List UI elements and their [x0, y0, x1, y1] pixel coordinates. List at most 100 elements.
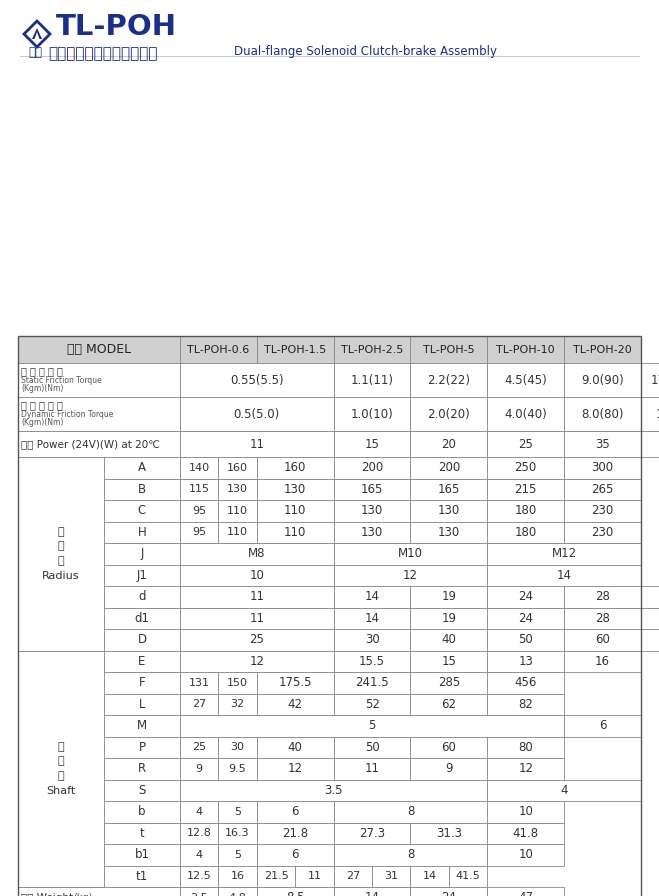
Bar: [257, 694, 333, 715]
Bar: [180, 801, 218, 823]
Bar: [104, 521, 180, 543]
Bar: [333, 363, 411, 397]
Bar: [257, 866, 295, 887]
Bar: [487, 758, 564, 780]
Text: 8: 8: [407, 806, 414, 818]
Text: 80: 80: [519, 741, 533, 754]
Bar: [411, 397, 487, 431]
Bar: [487, 431, 564, 457]
Text: 15.5: 15.5: [359, 655, 385, 668]
Text: 4.0(40): 4.0(40): [504, 408, 547, 420]
Text: 32: 32: [231, 699, 244, 710]
Text: 13: 13: [519, 655, 533, 668]
Text: 2.2(22): 2.2(22): [428, 374, 471, 386]
Bar: [411, 694, 487, 715]
Text: 130: 130: [284, 483, 306, 495]
Bar: [218, 500, 257, 521]
Bar: [180, 431, 333, 457]
Text: t1: t1: [136, 870, 148, 883]
Bar: [487, 672, 564, 694]
Bar: [180, 672, 218, 694]
Text: 30: 30: [364, 633, 380, 646]
Text: 11: 11: [308, 871, 322, 882]
Text: 12.8: 12.8: [186, 828, 212, 839]
Text: 230: 230: [592, 504, 614, 517]
Bar: [564, 397, 641, 431]
Text: 40: 40: [442, 633, 456, 646]
Text: 25: 25: [249, 633, 264, 646]
Bar: [104, 650, 180, 672]
Bar: [564, 478, 641, 500]
Bar: [564, 715, 641, 737]
Text: TL-POH: TL-POH: [56, 13, 177, 41]
Bar: [487, 607, 564, 629]
Bar: [180, 500, 218, 521]
Bar: [333, 758, 411, 780]
Bar: [411, 457, 487, 478]
Bar: [487, 801, 564, 823]
Text: 4: 4: [560, 784, 568, 797]
Bar: [372, 866, 411, 887]
Polygon shape: [32, 28, 42, 39]
Text: 41.8: 41.8: [513, 827, 539, 840]
Text: 28: 28: [595, 612, 610, 625]
Text: 47: 47: [518, 892, 533, 896]
Text: R: R: [138, 762, 146, 775]
Bar: [564, 629, 641, 650]
Text: 11: 11: [249, 612, 264, 625]
Text: 200: 200: [438, 461, 460, 474]
Bar: [487, 737, 564, 758]
Text: 9.0(90): 9.0(90): [581, 374, 624, 386]
Bar: [180, 715, 564, 737]
Text: 241.5: 241.5: [355, 676, 389, 689]
Text: 285: 285: [438, 676, 460, 689]
Text: 8.5: 8.5: [286, 892, 304, 896]
Bar: [411, 478, 487, 500]
Bar: [180, 823, 218, 844]
Text: 1.0(10): 1.0(10): [351, 408, 393, 420]
Bar: [487, 844, 564, 866]
Text: 31.3: 31.3: [436, 827, 462, 840]
Bar: [257, 500, 333, 521]
Text: 82: 82: [519, 698, 533, 711]
Text: (Kgm)(Nm): (Kgm)(Nm): [21, 384, 63, 393]
Text: 27: 27: [346, 871, 360, 882]
Bar: [180, 478, 218, 500]
Bar: [104, 543, 180, 564]
Text: 20: 20: [442, 437, 456, 451]
Bar: [104, 844, 180, 866]
Text: D: D: [138, 633, 146, 646]
Text: 14: 14: [557, 569, 571, 582]
Text: 0.55(5.5): 0.55(5.5): [230, 374, 283, 386]
Text: 110: 110: [227, 505, 248, 516]
Text: 95: 95: [192, 527, 206, 538]
Text: 型號 MODEL: 型號 MODEL: [67, 343, 131, 356]
Bar: [257, 823, 333, 844]
Bar: [18, 431, 180, 457]
Text: 9.5: 9.5: [229, 763, 246, 774]
Text: 4.5(45): 4.5(45): [504, 374, 547, 386]
Bar: [104, 478, 180, 500]
Text: 動 摩 擦 轉 矩: 動 摩 擦 轉 矩: [21, 400, 63, 410]
Bar: [333, 457, 411, 478]
Text: 靜 摩 擦 轉 矩: 靜 摩 擦 轉 矩: [21, 366, 63, 376]
Bar: [487, 543, 641, 564]
Bar: [180, 737, 218, 758]
Bar: [180, 887, 218, 896]
Bar: [564, 336, 641, 363]
Bar: [487, 629, 564, 650]
Bar: [295, 866, 333, 887]
Text: 8: 8: [407, 849, 414, 861]
Text: 12.5: 12.5: [186, 871, 212, 882]
Bar: [180, 521, 218, 543]
Text: B: B: [138, 483, 146, 495]
Text: b1: b1: [134, 849, 150, 861]
Text: 131: 131: [188, 677, 210, 688]
Text: 115: 115: [188, 484, 210, 495]
Bar: [641, 363, 659, 397]
Text: TL-POH-0.6: TL-POH-0.6: [187, 344, 250, 355]
Bar: [104, 758, 180, 780]
Text: 8.0(80): 8.0(80): [581, 408, 624, 420]
Bar: [487, 694, 564, 715]
Text: Dual-flange Solenoid Clutch-brake Assembly: Dual-flange Solenoid Clutch-brake Assemb…: [234, 45, 497, 58]
